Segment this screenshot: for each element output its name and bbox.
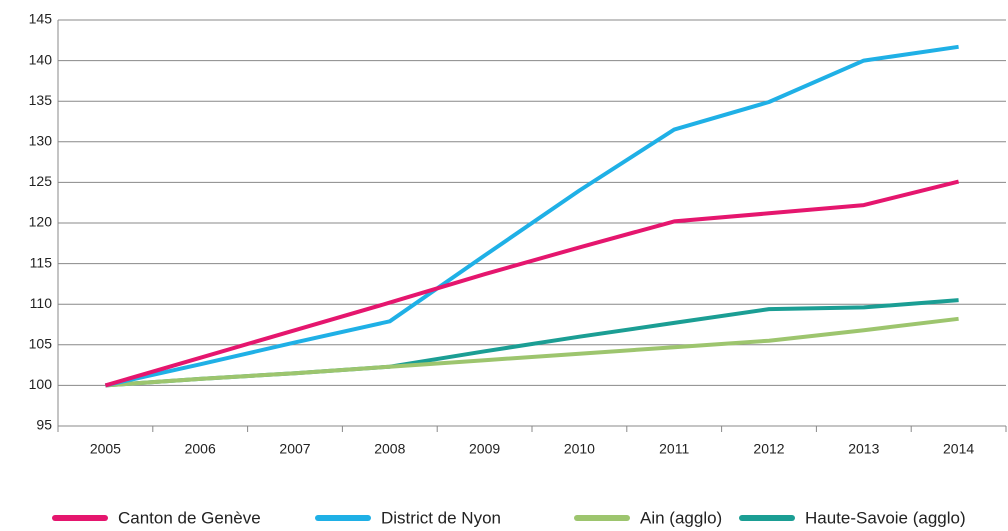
y-tick-label: 140: [29, 51, 53, 67]
y-tick-label: 120: [29, 214, 53, 230]
y-tick-label: 105: [29, 336, 53, 352]
x-tick-label: 2013: [848, 441, 879, 457]
x-tick-label: 2009: [469, 441, 500, 457]
y-tick-label: 110: [30, 295, 53, 311]
x-tick-label: 2010: [564, 441, 595, 457]
series-line: [104, 44, 959, 388]
y-tick-label: 125: [29, 173, 53, 189]
y-tick-label: 95: [36, 417, 52, 433]
y-tick-label: 130: [29, 133, 53, 149]
y-tick-label: 145: [29, 11, 53, 27]
series-line: [105, 298, 959, 388]
x-tick-label: 2012: [753, 441, 784, 457]
legend-label: District de Nyon: [381, 508, 501, 527]
x-tick-label: 2014: [943, 441, 974, 457]
x-tick-label: 2008: [374, 441, 405, 457]
legend-label: Canton de Genève: [118, 508, 261, 527]
x-tick-label: 2005: [90, 441, 121, 457]
series-line: [104, 179, 960, 388]
y-tick-label: 100: [29, 376, 53, 392]
legend-label: Haute-Savoie (agglo): [805, 508, 966, 527]
y-tick-label: 135: [29, 92, 53, 108]
x-tick-label: 2011: [659, 441, 689, 457]
x-tick-label: 2007: [279, 441, 310, 457]
x-tick-label: 2006: [185, 441, 216, 457]
y-tick-label: 115: [30, 254, 53, 270]
legend: Canton de Genève District de Nyon Ain (agg…: [52, 508, 966, 527]
series-line: [105, 316, 959, 388]
legend-label: Ain (agglo): [640, 508, 722, 527]
